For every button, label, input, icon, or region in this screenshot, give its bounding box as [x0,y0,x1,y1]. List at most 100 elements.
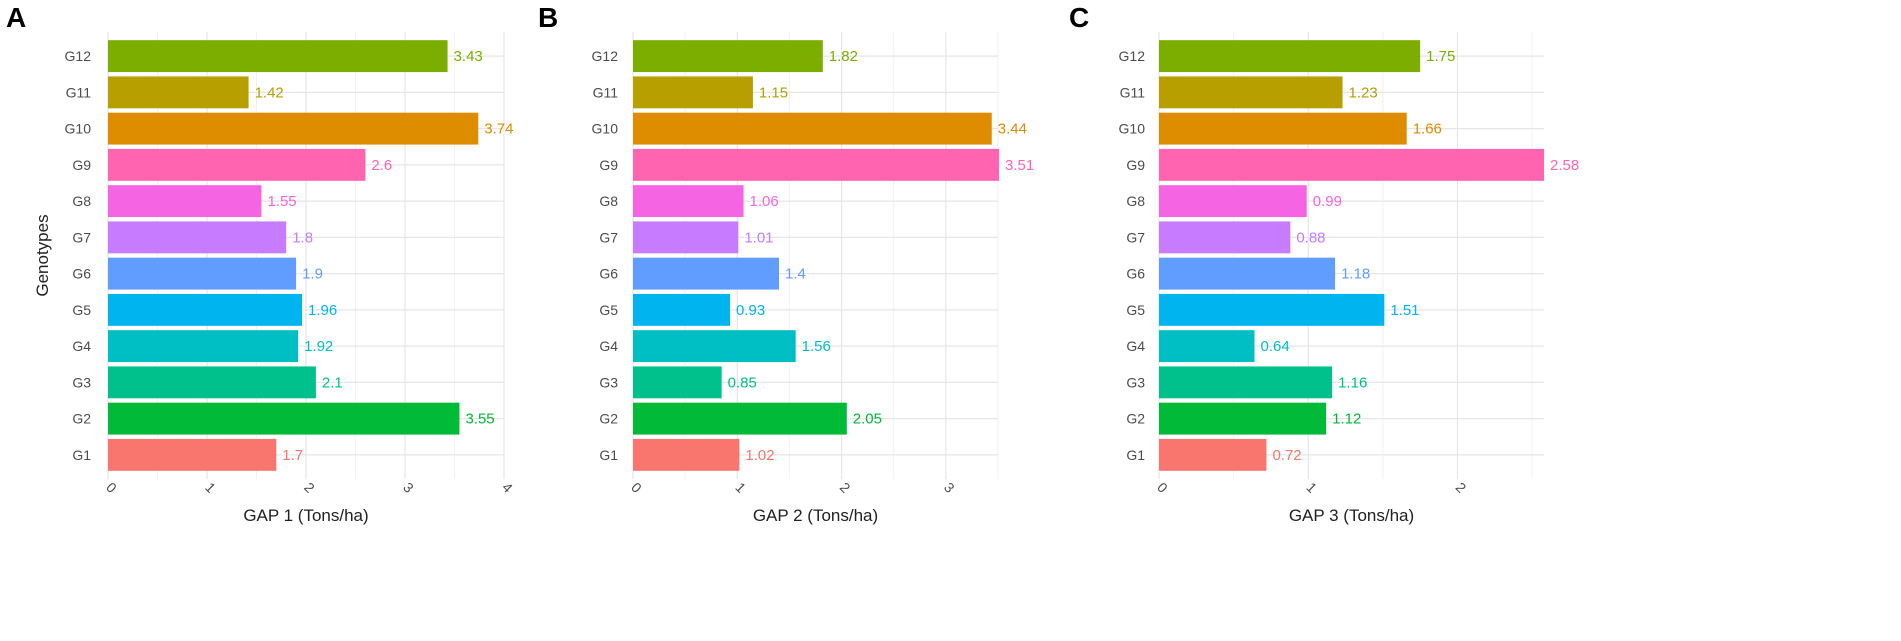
panel-b-value-label-g2: 2.05 [853,411,882,428]
panel-c-value-label-g3: 1.16 [1338,374,1367,391]
panel-a-value-label-g11: 1.42 [255,84,284,101]
panel-a-x-tick-label: 1 [202,479,219,496]
panel-c-category-label-g10: G10 [1119,121,1146,137]
panel-a-x-tick-label: 0 [103,479,120,496]
panel-c-category-label-g12: G12 [1119,48,1146,64]
panel-b-category-label-g5: G5 [599,302,618,318]
panel-b-bar-g3 [633,366,722,399]
panel-c-bar-g6 [1159,257,1336,290]
panel-c-bar-g12 [1159,40,1421,73]
panel-a-x-axis-title: GAP 1 (Tons/ha) [243,506,368,525]
panel-c-bar-g7 [1159,221,1291,254]
panel-a-bar-g11 [108,76,249,109]
panel-a-bar-g12 [108,40,448,73]
panel-b-value-label-g1: 1.02 [745,447,774,464]
panel-c-x-tick-label: 0 [1154,479,1171,496]
panel-b-value-label-g9: 3.51 [1005,157,1034,174]
panel-c-bar-g10 [1159,112,1407,145]
panel-c-bar-g8 [1159,185,1307,218]
panel-c-value-label-g8: 0.99 [1313,193,1342,210]
panel-b-category-label-g8: G8 [599,193,618,209]
panel-a-value-label-g10: 3.74 [484,121,513,138]
panel-a-category-label-g12: G12 [65,48,92,64]
panel-b-bar-g9 [633,148,1000,181]
panel-a-x-tick-label: 2 [301,479,318,496]
panel-b-bar-g2 [633,402,847,435]
panel-b-value-label-g5: 0.93 [736,302,765,319]
panel-a-category-label-g3: G3 [72,374,91,390]
panel-c-value-label-g2: 1.12 [1332,411,1361,428]
panel-a-category-label-g4: G4 [72,338,91,354]
panel-a-letter: A [6,2,26,33]
panel-b-value-label-g4: 1.56 [802,338,831,355]
panel-b-category-label-g2: G2 [599,411,618,427]
panel-a-value-label-g5: 1.96 [308,302,337,319]
panel-a-value-label-g1: 1.7 [282,447,303,464]
panel-b-value-label-g12: 1.82 [829,48,858,65]
panel-c-category-label-g8: G8 [1126,193,1145,209]
panel-a-bar-g6 [108,257,297,290]
panel-a-bar-g7 [108,221,287,254]
panel-c-bar-g2 [1159,402,1327,435]
panel-b-category-label-g10: G10 [592,121,619,137]
panel-b-category-label-g6: G6 [599,266,618,282]
panel-a-category-label-g5: G5 [72,302,91,318]
panel-a-value-label-g4: 1.92 [304,338,333,355]
panel-b-value-label-g3: 0.85 [728,374,757,391]
panel-c-bar-g4 [1159,330,1255,363]
panel-c-value-label-g7: 0.88 [1296,229,1325,246]
panel-b-category-label-g7: G7 [599,229,618,245]
panel-b-value-label-g8: 1.06 [750,193,779,210]
panel-c-bar-g9 [1159,148,1544,181]
panel-b-bar-g8 [633,185,744,218]
panel-b-category-label-g12: G12 [592,48,619,64]
panel-b-category-label-g11: G11 [593,84,619,100]
panel-b-bar-g12 [633,40,823,73]
panel-b-value-label-g7: 1.01 [744,229,773,246]
panel-c-category-label-g2: G2 [1126,411,1145,427]
panel-b-value-label-g11: 1.15 [759,84,788,101]
panel-b-x-tick-label: 1 [732,479,749,496]
panel-a-x-tick-label: 3 [400,479,417,496]
panel-a-bar-g10 [108,112,479,145]
panel-a-category-label-g9: G9 [72,157,91,173]
panel-c-value-label-g10: 1.66 [1413,121,1442,138]
panel-b-bar-g5 [633,293,730,326]
panel-b-bar-g1 [633,438,740,471]
panel-b-bar-g6 [633,257,779,290]
panel-a-value-label-g2: 3.55 [465,411,494,428]
panel-b-bar-g11 [633,76,753,109]
panel-a-category-label-g7: G7 [72,229,91,245]
panel-c-value-label-g4: 0.64 [1261,338,1290,355]
panel-c-category-label-g1: G1 [1126,447,1145,463]
panel-a-value-label-g8: 1.55 [267,193,296,210]
panel-c-x-tick-label: 2 [1453,479,1470,496]
panel-a-bar-g2 [108,402,460,435]
panel-a-value-label-g3: 2.1 [322,374,343,391]
panel-a-category-label-g1: G1 [72,447,91,463]
panel-a-bar-g3 [108,366,316,399]
panel-b-value-label-g6: 1.4 [785,266,806,283]
panel-c-x-tick-label: 1 [1303,479,1320,496]
panel-a-value-label-g9: 2.6 [371,157,392,174]
panel-a-value-label-g12: 3.43 [454,48,483,65]
panel-c-value-label-g1: 0.72 [1272,447,1301,464]
panel-c-value-label-g5: 1.51 [1390,302,1419,319]
panel-a-x-tick-label: 4 [499,479,516,496]
panel-c-value-label-g6: 1.18 [1341,266,1370,283]
panel-c-letter: C [1069,2,1089,33]
panel-a-category-label-g8: G8 [72,193,91,209]
panel-b-bar-g10 [633,112,992,145]
panel-b-x-tick-label: 2 [837,479,854,496]
panel-b-x-tick-label: 0 [628,479,645,496]
panel-c-category-label-g6: G6 [1126,266,1145,282]
panel-c-bar-g3 [1159,366,1333,399]
panel-c-bar-g1 [1159,438,1267,471]
panel-c-category-label-g4: G4 [1126,338,1145,354]
panel-b-letter: B [538,2,558,33]
panel-c-category-label-g5: G5 [1126,302,1145,318]
panel-a-bar-g4 [108,330,299,363]
panel-a-category-label-g10: G10 [65,121,92,137]
